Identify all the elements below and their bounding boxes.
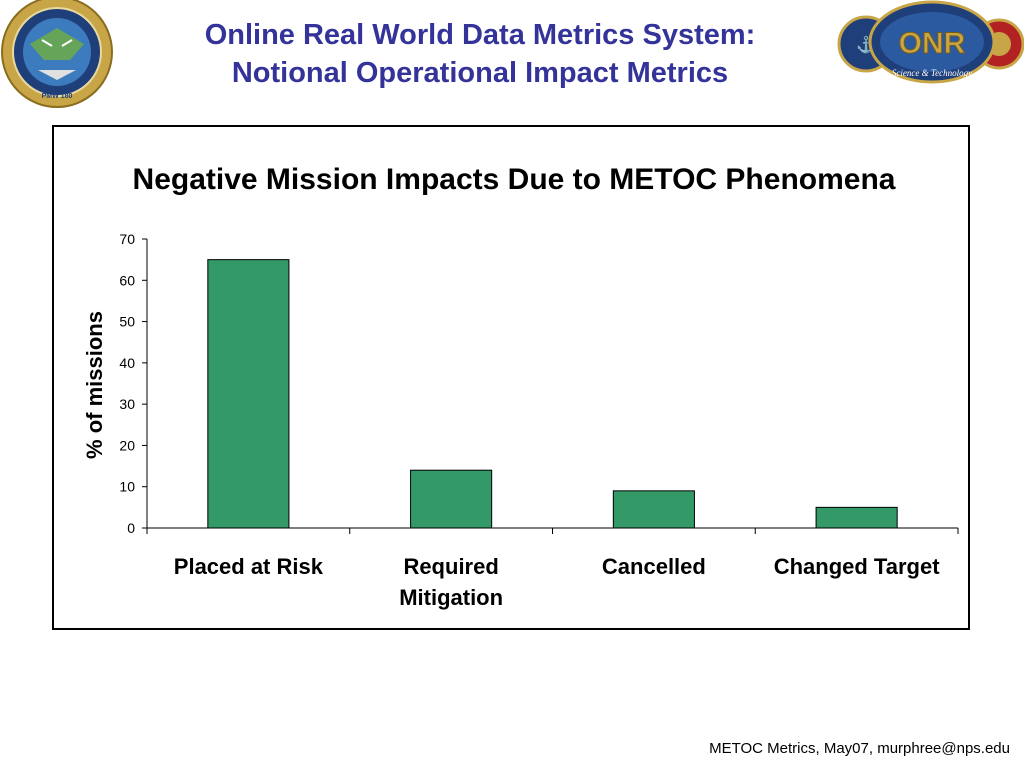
bar-3 — [815, 506, 898, 529]
pmw-seal-logo: PMW 180 — [0, 0, 118, 113]
bar-1 — [410, 469, 493, 529]
svg-text:PMW 180: PMW 180 — [42, 93, 73, 100]
onr-logo: ⚓ ONR Science & Technology — [836, 0, 1024, 91]
x-tick-label: Placed at Risk — [174, 554, 324, 579]
svg-text:ONR: ONR — [899, 27, 966, 60]
slide-title-line1: Online Real World Data Metrics System: — [204, 19, 756, 51]
y-tick-label: 60 — [119, 272, 135, 288]
x-tick-label-line: Cancelled — [602, 554, 706, 579]
y-tick-labels: 0 10 20 30 40 50 60 70 — [119, 231, 135, 536]
x-tick-label-line: Required — [403, 554, 498, 579]
y-tick-label: 40 — [119, 355, 135, 371]
x-tick-labels: Placed at Risk Required Mitigation Cancelle… — [174, 554, 940, 610]
y-tick-label: 70 — [119, 231, 135, 247]
slide-title: Online Real World Data Metrics System: N… — [120, 16, 840, 92]
slide-footer: METOC Metrics, May07, murphree@nps.edu — [709, 740, 1010, 757]
y-tick-label: 50 — [119, 314, 135, 330]
x-tick-label: Changed Target — [774, 554, 941, 579]
onr-logo-icon: ⚓ ONR Science & Technology — [837, 0, 1024, 84]
slide-title-line2: Notional Operational Impact Metrics — [231, 57, 729, 89]
chart-container: Negative Mission Impacts Due to METOC Ph… — [52, 125, 970, 630]
y-tick-label: 10 — [119, 479, 135, 495]
svg-text:Science & Technology: Science & Technology — [892, 68, 972, 78]
x-tick-label: Cancelled — [602, 554, 706, 579]
x-tick-label-line: Changed Target — [774, 554, 941, 579]
x-tick-label-line: Mitigation — [399, 585, 503, 610]
bar-chart: Negative Mission Impacts Due to METOC Ph… — [82, 163, 959, 610]
bar-2 — [612, 490, 695, 529]
y-tick-label: 20 — [119, 437, 135, 453]
x-tick-label-line: Placed at Risk — [174, 554, 324, 579]
bar-0 — [207, 259, 290, 529]
chart-bars — [207, 259, 898, 529]
pmw-seal-icon: PMW 180 — [1, 0, 113, 108]
y-axis-label: % of missions — [82, 311, 107, 459]
y-tick-label: 30 — [119, 396, 135, 412]
chart-title: Negative Mission Impacts Due to METOC Ph… — [133, 163, 896, 196]
x-tick-label: Required Mitigation — [399, 554, 503, 610]
y-tick-label: 0 — [127, 520, 135, 536]
